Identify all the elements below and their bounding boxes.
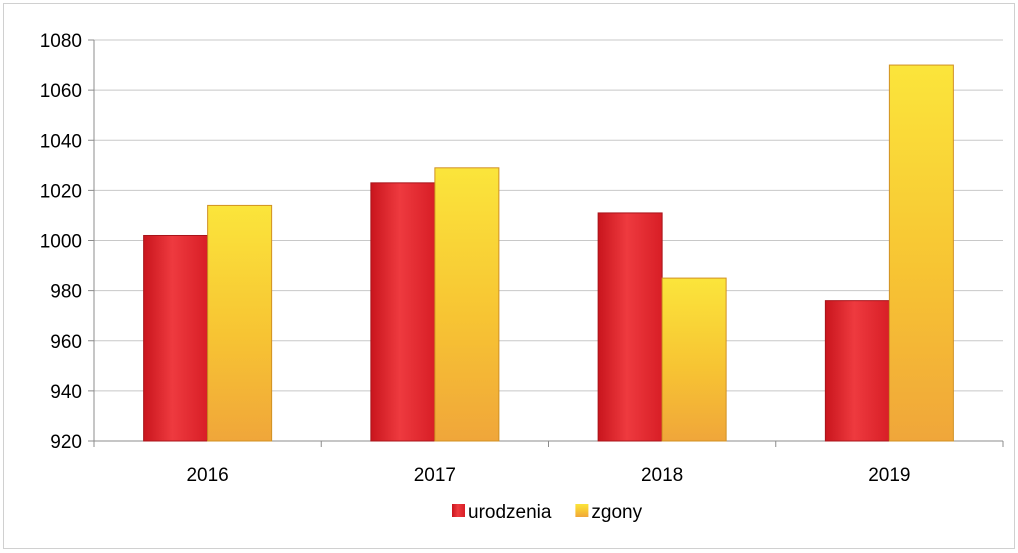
legend-swatch-zgony [575,504,589,517]
x-tick-label: 2017 [414,465,456,486]
bar-zgony-2017 [434,167,500,442]
x-tick-label: 2016 [186,465,228,486]
x-tick-label: 2018 [641,465,683,486]
y-tick-label: 1080 [40,31,82,52]
tick-labels: 920 940 960 980 1000 1020 1040 1060 1080 2016 2017… [40,31,911,486]
bar-zgony-2018 [661,277,727,442]
y-tick-label: 1060 [40,81,82,102]
legend-label-zgony: zgony [591,502,642,523]
bar-urodzenia-2016 [143,234,209,442]
legend: urodzenia zgony [452,502,643,523]
bar-urodzenia-2019 [824,300,890,442]
bar-urodzenia-2018 [597,212,663,442]
y-tick-label: 1000 [40,232,82,253]
legend-swatch-urodzenia [452,504,465,517]
y-tick-label: 940 [50,382,82,403]
bars [143,64,954,442]
bar-zgony-2016 [207,204,273,442]
y-tick-label: 920 [50,432,82,453]
y-tick-label: 1020 [40,181,82,202]
bar-zgony-2019 [888,64,954,442]
y-tick-label: 980 [50,282,82,303]
x-tick-label: 2019 [868,465,910,486]
y-tick-label: 1040 [40,131,82,152]
bar-urodzenia-2017 [370,182,436,442]
legend-label-urodzenia: urodzenia [468,502,552,523]
y-tick-label: 960 [50,332,82,353]
